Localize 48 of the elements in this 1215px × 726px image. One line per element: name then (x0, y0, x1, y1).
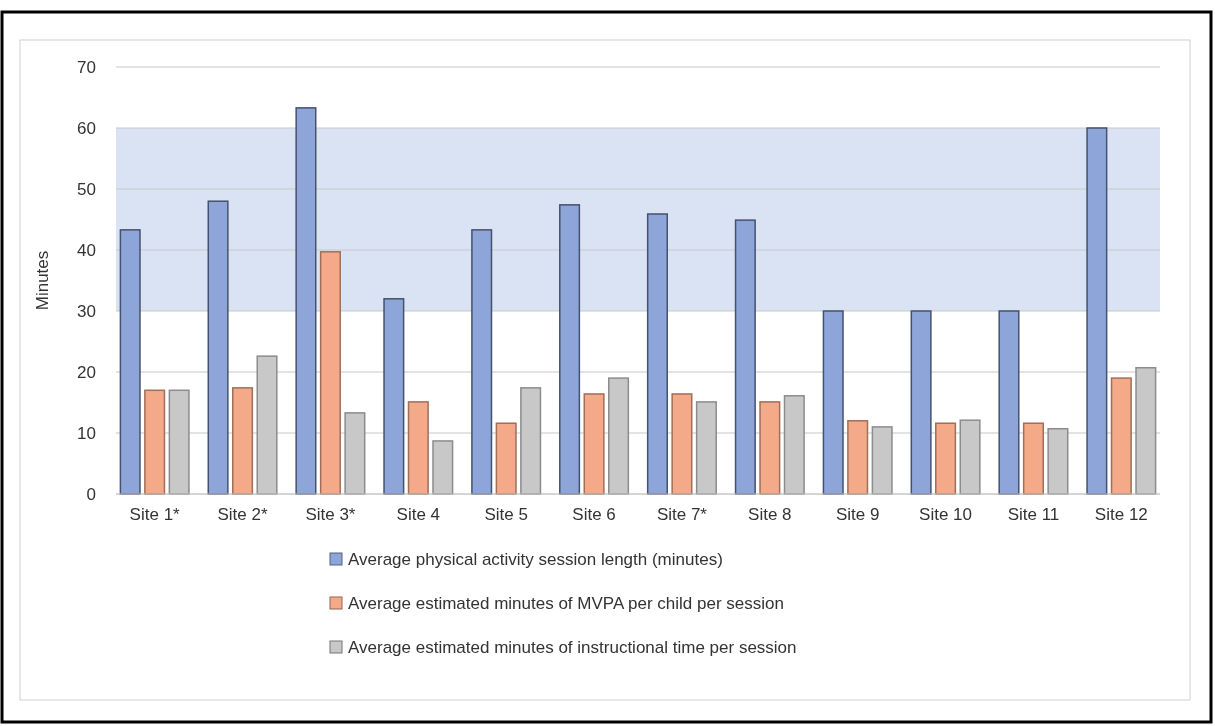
bar (232, 387, 254, 495)
bar (471, 229, 493, 495)
y-tick-label: 0 (86, 484, 96, 504)
y-tick-label: 40 (77, 240, 96, 260)
bar (407, 401, 429, 495)
bar (1022, 422, 1044, 495)
bar (822, 310, 844, 495)
y-tick-label: 20 (77, 362, 96, 382)
bar (207, 200, 229, 495)
bar (1086, 127, 1108, 495)
x-tick-label: Site 8 (748, 505, 792, 525)
y-tick-label: 50 (77, 179, 96, 199)
x-tick-label: Site 12 (1094, 505, 1148, 525)
x-tick-label: Site 9 (835, 505, 880, 525)
y-tick-label: 60 (77, 118, 96, 138)
x-tick-label: Site 7* (656, 505, 708, 525)
bar (319, 251, 341, 495)
x-tick-label: Site 10 (919, 505, 973, 525)
bar (119, 229, 141, 495)
bar (495, 422, 517, 495)
bar (646, 213, 668, 495)
bar (847, 420, 869, 495)
x-tick-label: Site 2* (217, 505, 268, 525)
legend-label: Average estimated minutes of instructional time per session (348, 638, 797, 657)
bar (734, 219, 756, 495)
y-tick-label: 10 (77, 423, 96, 443)
y-tick-label: 30 (77, 301, 96, 321)
bar (583, 393, 605, 495)
bar (295, 107, 317, 495)
bar (671, 393, 693, 495)
bar (383, 298, 405, 495)
x-tick-label: Site 6 (572, 505, 616, 525)
x-tick-label: Site 1* (129, 505, 181, 525)
bar (910, 310, 932, 495)
bar (759, 401, 781, 495)
x-tick-label: Site 11 (1007, 505, 1060, 525)
bar (935, 422, 957, 495)
y-axis-title: Minutes (33, 250, 52, 311)
legend-label: Average physical activity session length (minutes) (348, 550, 723, 569)
bar (1110, 377, 1132, 495)
bar (998, 310, 1020, 495)
x-tick-label: Site 5 (484, 505, 528, 525)
y-tick-label: 70 (77, 57, 96, 77)
bar (144, 389, 166, 495)
x-tick-label: Site 3* (305, 505, 356, 525)
bar (559, 204, 581, 495)
x-tick-label: Site 4 (396, 505, 441, 525)
legend-label: Average estimated minutes of MVPA per child per session (348, 594, 784, 613)
